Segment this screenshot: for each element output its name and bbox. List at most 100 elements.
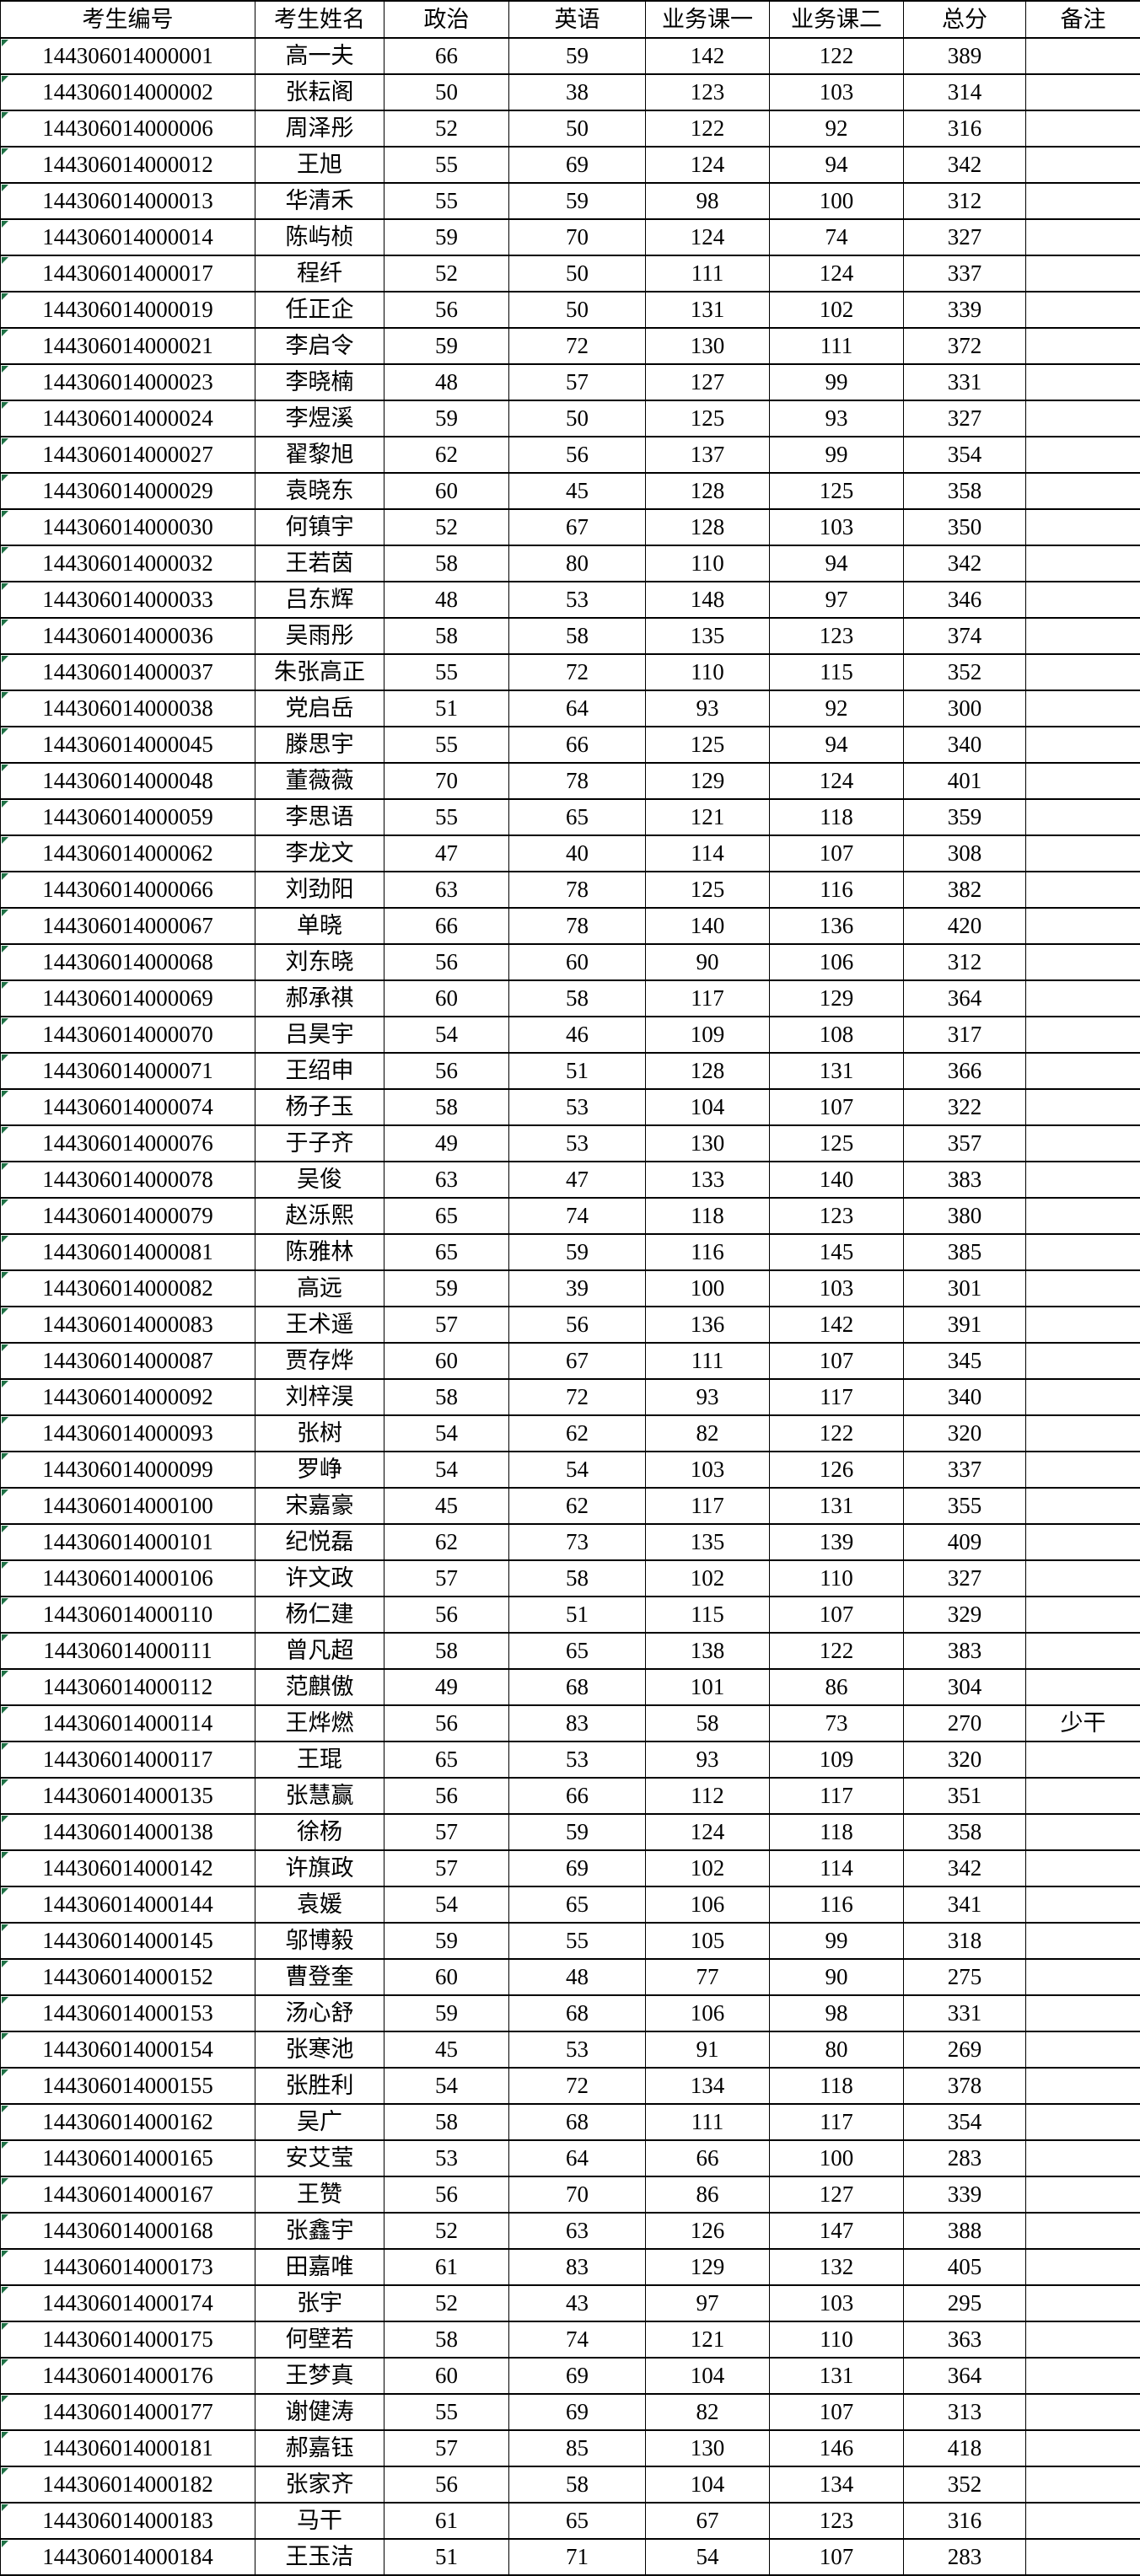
cell-remark[interactable] — [1026, 2394, 1140, 2430]
cell-name[interactable]: 吴雨彤 — [255, 618, 384, 654]
cell-politics[interactable]: 52 — [384, 110, 509, 147]
cell-total[interactable]: 314 — [904, 74, 1026, 110]
cell-name[interactable]: 何壁若 — [255, 2321, 384, 2358]
cell-course2[interactable]: 110 — [770, 1560, 904, 1597]
cell-name[interactable]: 吴广 — [255, 2104, 384, 2140]
cell-name[interactable]: 纪悦磊 — [255, 1524, 384, 1560]
cell-english[interactable]: 83 — [509, 2249, 646, 2285]
cell-course1[interactable]: 116 — [646, 1234, 770, 1270]
cell-course1[interactable]: 128 — [646, 509, 770, 545]
cell-politics[interactable]: 61 — [384, 2249, 509, 2285]
cell-remark[interactable] — [1026, 1307, 1140, 1343]
cell-name[interactable]: 朱张高正 — [255, 654, 384, 690]
cell-name[interactable]: 刘梓淏 — [255, 1379, 384, 1415]
cell-course2[interactable]: 93 — [770, 400, 904, 437]
cell-english[interactable]: 74 — [509, 1198, 646, 1234]
cell-course2[interactable]: 124 — [770, 255, 904, 292]
cell-english[interactable]: 53 — [509, 582, 646, 618]
cell-name[interactable]: 董薇薇 — [255, 763, 384, 799]
cell-remark[interactable] — [1026, 1452, 1140, 1488]
cell-politics[interactable]: 60 — [384, 1959, 509, 1995]
cell-name[interactable]: 何镇宇 — [255, 509, 384, 545]
cell-name[interactable]: 许文政 — [255, 1560, 384, 1597]
cell-remark[interactable] — [1026, 1597, 1140, 1633]
cell-english[interactable]: 62 — [509, 1488, 646, 1524]
cell-politics[interactable]: 57 — [384, 1814, 509, 1850]
cell-exam-id[interactable]: 144306014000021 — [1, 328, 255, 364]
cell-name[interactable]: 吴俊 — [255, 1162, 384, 1198]
cell-total[interactable]: 318 — [904, 1923, 1026, 1959]
cell-name[interactable]: 李龙文 — [255, 835, 384, 872]
cell-course2[interactable]: 122 — [770, 1633, 904, 1669]
cell-total[interactable]: 380 — [904, 1198, 1026, 1234]
cell-remark[interactable] — [1026, 1162, 1140, 1198]
cell-exam-id[interactable]: 144306014000181 — [1, 2430, 255, 2466]
cell-course1[interactable]: 93 — [646, 1741, 770, 1778]
cell-remark[interactable] — [1026, 908, 1140, 944]
cell-name[interactable]: 吕昊宇 — [255, 1017, 384, 1053]
cell-total[interactable]: 372 — [904, 328, 1026, 364]
cell-politics[interactable]: 45 — [384, 2031, 509, 2068]
cell-exam-id[interactable]: 144306014000117 — [1, 1741, 255, 1778]
cell-politics[interactable]: 57 — [384, 2430, 509, 2466]
cell-name[interactable]: 王琨 — [255, 1741, 384, 1778]
cell-course1[interactable]: 130 — [646, 2430, 770, 2466]
cell-exam-id[interactable]: 144306014000068 — [1, 944, 255, 980]
cell-remark[interactable] — [1026, 147, 1140, 183]
cell-course2[interactable]: 118 — [770, 1814, 904, 1850]
cell-course2[interactable]: 122 — [770, 38, 904, 74]
cell-exam-id[interactable]: 144306014000152 — [1, 1959, 255, 1995]
cell-remark[interactable] — [1026, 2176, 1140, 2213]
col-header-total[interactable]: 总分 — [904, 1, 1026, 38]
cell-exam-id[interactable]: 144306014000048 — [1, 763, 255, 799]
cell-total[interactable]: 322 — [904, 1089, 1026, 1125]
cell-course2[interactable]: 114 — [770, 1850, 904, 1886]
cell-remark[interactable] — [1026, 835, 1140, 872]
cell-exam-id[interactable]: 144306014000173 — [1, 2249, 255, 2285]
cell-english[interactable]: 65 — [509, 2503, 646, 2539]
cell-english[interactable]: 66 — [509, 1778, 646, 1814]
cell-english[interactable]: 43 — [509, 2285, 646, 2321]
cell-course2[interactable]: 139 — [770, 1524, 904, 1560]
cell-course2[interactable]: 92 — [770, 690, 904, 727]
cell-course1[interactable]: 100 — [646, 1270, 770, 1307]
cell-total[interactable]: 283 — [904, 2140, 1026, 2176]
cell-english[interactable]: 46 — [509, 1017, 646, 1053]
cell-name[interactable]: 袁媛 — [255, 1886, 384, 1923]
cell-politics[interactable]: 59 — [384, 1995, 509, 2031]
cell-total[interactable]: 301 — [904, 1270, 1026, 1307]
cell-exam-id[interactable]: 144306014000135 — [1, 1778, 255, 1814]
cell-course2[interactable]: 129 — [770, 980, 904, 1017]
cell-name[interactable]: 刘东晓 — [255, 944, 384, 980]
cell-politics[interactable]: 62 — [384, 1524, 509, 1560]
cell-course2[interactable]: 103 — [770, 2285, 904, 2321]
cell-english[interactable]: 51 — [509, 1053, 646, 1089]
cell-course2[interactable]: 116 — [770, 1886, 904, 1923]
cell-course1[interactable]: 97 — [646, 2285, 770, 2321]
cell-exam-id[interactable]: 144306014000024 — [1, 400, 255, 437]
cell-english[interactable]: 73 — [509, 1524, 646, 1560]
cell-remark[interactable] — [1026, 1198, 1140, 1234]
cell-total[interactable]: 382 — [904, 872, 1026, 908]
cell-exam-id[interactable]: 144306014000027 — [1, 437, 255, 473]
cell-name[interactable]: 郝承祺 — [255, 980, 384, 1017]
cell-course1[interactable]: 93 — [646, 1379, 770, 1415]
cell-exam-id[interactable]: 144306014000174 — [1, 2285, 255, 2321]
cell-politics[interactable]: 55 — [384, 183, 509, 219]
cell-course2[interactable]: 107 — [770, 1597, 904, 1633]
cell-remark[interactable] — [1026, 1741, 1140, 1778]
cell-course1[interactable]: 136 — [646, 1307, 770, 1343]
cell-english[interactable]: 72 — [509, 328, 646, 364]
cell-exam-id[interactable]: 144306014000100 — [1, 1488, 255, 1524]
cell-name[interactable]: 程纤 — [255, 255, 384, 292]
cell-name[interactable]: 王玉洁 — [255, 2539, 384, 2575]
cell-english[interactable]: 67 — [509, 509, 646, 545]
cell-course1[interactable]: 118 — [646, 1198, 770, 1234]
cell-course2[interactable]: 118 — [770, 799, 904, 835]
cell-english[interactable]: 72 — [509, 2068, 646, 2104]
cell-remark[interactable] — [1026, 1886, 1140, 1923]
cell-english[interactable]: 74 — [509, 2321, 646, 2358]
cell-course1[interactable]: 135 — [646, 1524, 770, 1560]
cell-exam-id[interactable]: 144306014000083 — [1, 1307, 255, 1343]
cell-politics[interactable]: 54 — [384, 1886, 509, 1923]
